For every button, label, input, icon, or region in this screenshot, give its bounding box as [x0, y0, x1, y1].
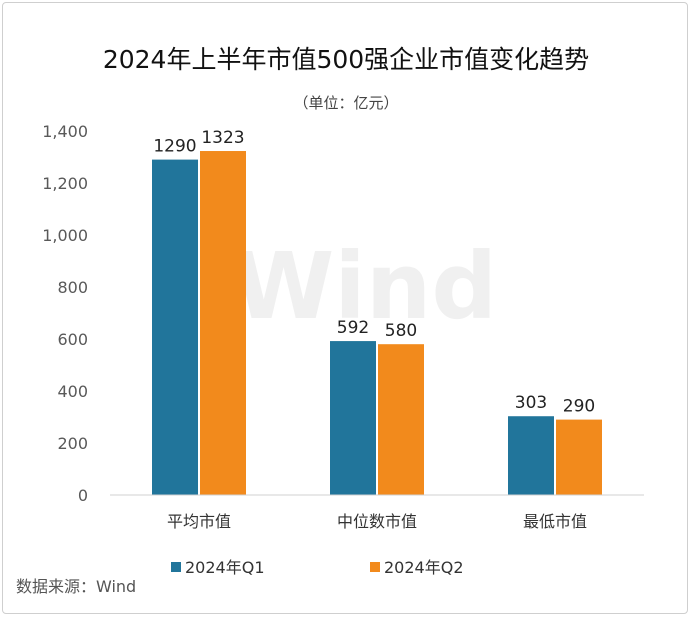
legend-swatch: [370, 562, 380, 572]
bar: [556, 419, 602, 495]
legend-label: 2024年Q1: [185, 558, 265, 577]
legend-swatch: [171, 562, 181, 572]
bar: [152, 159, 198, 495]
data-source: 数据来源：Wind: [16, 577, 136, 596]
data-label: 580: [385, 321, 417, 341]
x-tick-label: 平均市值: [167, 512, 231, 531]
legend: 2024年Q1 2024年Q2: [171, 558, 464, 577]
data-label: 1323: [201, 128, 244, 148]
y-tick-label: 600: [57, 330, 88, 349]
x-tick-label: 最低市值: [523, 512, 587, 531]
bars: 1290 1323 592 580 303 290: [152, 128, 602, 495]
x-tick-label: 中位数市值: [337, 512, 417, 531]
data-label: 1290: [153, 137, 196, 157]
data-label: 303: [515, 393, 547, 413]
bar: [508, 416, 554, 495]
bar: [330, 341, 376, 495]
y-tick-label: 800: [57, 278, 88, 297]
y-tick-label: 0: [78, 486, 88, 505]
data-label: 592: [337, 318, 369, 338]
y-tick-label: 1,000: [42, 226, 88, 245]
chart-title: 2024年上半年市值500强企业市值变化趋势: [103, 45, 589, 74]
legend-label: 2024年Q2: [384, 558, 464, 577]
y-tick-label: 1,400: [42, 122, 88, 141]
bar: [378, 344, 424, 495]
chart-subtitle: （单位：亿元）: [293, 94, 398, 112]
y-tick-label: 1,200: [42, 174, 88, 193]
y-tick-label: 400: [57, 382, 88, 401]
bar: [200, 151, 246, 495]
y-axis: 0 200 400 600 800 1,000 1,200 1,400: [42, 122, 88, 505]
watermark: Wind: [233, 233, 497, 340]
data-label: 290: [563, 397, 595, 417]
x-axis: 平均市值 中位数市值 最低市值: [167, 512, 587, 531]
y-tick-label: 200: [57, 434, 88, 453]
